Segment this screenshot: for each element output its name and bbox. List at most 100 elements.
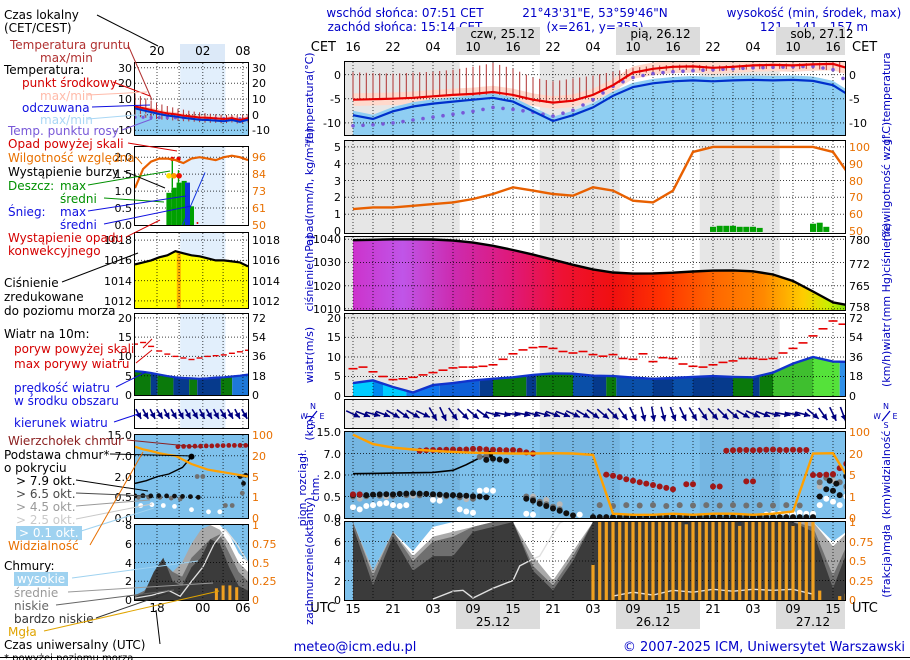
mini-tick-left: 1014: [104, 274, 132, 288]
sidebar-label-10: Opad powyżej skali: [8, 137, 124, 151]
mini-panel-temperature: [133, 62, 250, 136]
mini-tick-left: 0: [125, 389, 132, 402]
axis-tick-right: 0: [849, 390, 856, 403]
axis-tick-right: 20: [849, 447, 863, 461]
sidebar-label-44: Mgła: [8, 625, 37, 639]
panel-wind-direction: [344, 399, 859, 429]
svg-text:W: W: [874, 412, 881, 421]
sidebar-label-29: kierunek wiatru: [14, 416, 108, 430]
mini-tick-right: 72: [252, 311, 266, 325]
axis-tick-right: 18: [849, 370, 863, 384]
utc-hour-label: 21: [545, 602, 561, 616]
bottom-rule: [0, 657, 910, 658]
axis-tick-right: 60: [849, 208, 863, 222]
axis-tick-left: 1030: [313, 256, 341, 270]
mini-tick-left: 1.0: [114, 185, 133, 199]
panel-cloud-base-visibility: [344, 431, 859, 521]
sidebar-label-2: Temperatura gruntu: [10, 38, 131, 52]
axis-tick-left: 0.5: [323, 490, 342, 504]
mini-tick-right: 100: [252, 429, 273, 442]
mini-tick-right: 1012: [252, 294, 280, 308]
sunset-text: zachód słońca: 15:14 CET: [327, 20, 483, 34]
day-strip: [776, 600, 845, 629]
mini-bottom-hour: 06: [235, 601, 251, 615]
axis-tick-left: 1010: [313, 302, 341, 316]
mini-tick-right: 73: [252, 185, 266, 199]
utc-hour-label: 09: [785, 602, 801, 616]
axis-tick-left: 0: [334, 224, 341, 238]
contact-email-link[interactable]: meteo@icm.edu.pl: [293, 640, 417, 655]
sidebar-label-39: Chmury:: [4, 559, 55, 573]
cet-hour-label: 04: [585, 40, 601, 54]
sidebar-label-22: zredukowane: [4, 290, 84, 304]
axis-tick-left: 0: [334, 390, 341, 403]
axis-tick-right: 758: [849, 301, 870, 315]
cet-hour-label: 22: [385, 40, 401, 54]
mini-tick-right: 0.25: [252, 575, 277, 589]
sidebar-label-38: Widzialność: [8, 539, 79, 553]
axis-tick-left: 2.0: [323, 469, 342, 482]
day-strip: [616, 27, 700, 55]
axis-tick-right: 50: [849, 224, 863, 238]
cet-hour-label: 04: [745, 40, 761, 54]
mini-tick-right: 1016: [252, 254, 280, 268]
sidebar-label-9: Temp. punktu rosy: [8, 124, 119, 138]
axis-tick-left: 15.0: [316, 426, 342, 439]
mini-tick-right: 0: [252, 512, 259, 525]
sidebar-label-6: max/min: [40, 89, 93, 103]
utc-hour-label: 21: [705, 602, 721, 616]
utc-hour-label: 15: [345, 602, 361, 616]
axis-tick-right: 0: [849, 594, 856, 607]
sidebar-label-40: wysokie: [14, 572, 69, 586]
mini-tick-right: 18: [252, 369, 266, 383]
mini-night-strip: [180, 44, 226, 62]
sidebar-label-42: niskie: [14, 599, 49, 613]
axis-tick-right: 100: [849, 140, 870, 154]
axis-title-right: (frakcja) mgła: [879, 524, 893, 598]
panel-cloud-cover-fog: [344, 519, 853, 601]
mini-tick-right: 1014: [252, 274, 280, 288]
axis-tick-left: 10: [327, 350, 341, 364]
svg-text:E: E: [892, 412, 897, 421]
date-label: 27.12: [795, 615, 831, 629]
axis-tick-left: 0.0: [323, 512, 342, 525]
cet-hour-label: 22: [545, 40, 561, 54]
mini-tick-right: 36: [252, 350, 266, 364]
axis-tick-left: 6: [334, 535, 341, 549]
panel-pressure: [344, 236, 859, 311]
mini-tick-right: 0.5: [252, 556, 270, 570]
axis-tick-left: 0: [334, 594, 341, 607]
day-strip: [616, 600, 700, 629]
sidebar-label-15: średni: [60, 192, 97, 206]
utc-hour-label: 15: [505, 602, 521, 616]
sidebar-label-7: odczuwana: [22, 101, 90, 115]
mini-tick-left: 10: [118, 93, 132, 106]
utc-hour-label: 15: [825, 602, 841, 616]
mini-top-hour: 20: [149, 44, 165, 58]
mini-tick-right: 5: [252, 470, 259, 484]
cet-hour-label: 22: [705, 40, 721, 54]
axis-tick-right: 0.75: [849, 535, 874, 549]
sidebar-label-31: Podstawa chmur*: [4, 448, 110, 462]
utc-corner-left: UTC: [310, 601, 336, 616]
sidebar-label-8: max/min: [40, 113, 93, 127]
mini-panel-cloud-cover: [134, 524, 249, 601]
mini-tick-right: 0.75: [252, 537, 277, 551]
sidebar-label-27: prędkość wiatru: [14, 381, 110, 395]
axis-tick-right: -10: [849, 116, 867, 130]
sidebar-label-24: Wiatr na 10m:: [4, 327, 90, 341]
sidebar-label-45: Czas uniwersalny (UTC): [4, 638, 146, 652]
mini-tick-left: 0: [125, 594, 132, 607]
axis-tick-left: 3: [334, 174, 341, 188]
sunrise-text: wschód słońca: 07:51 CET: [326, 6, 484, 20]
axis-tick-right: 72: [849, 311, 863, 325]
axis-tick-left: -10: [323, 116, 341, 130]
axis-tick-left: 2: [334, 574, 341, 588]
sidebar-label-19: Wystąpienie opadu: [8, 231, 124, 245]
sidebar-label-35: > 4.5 okt.: [16, 500, 76, 514]
cet-hour-label: 10: [785, 40, 801, 54]
mini-tick-left: 1016: [104, 254, 132, 268]
